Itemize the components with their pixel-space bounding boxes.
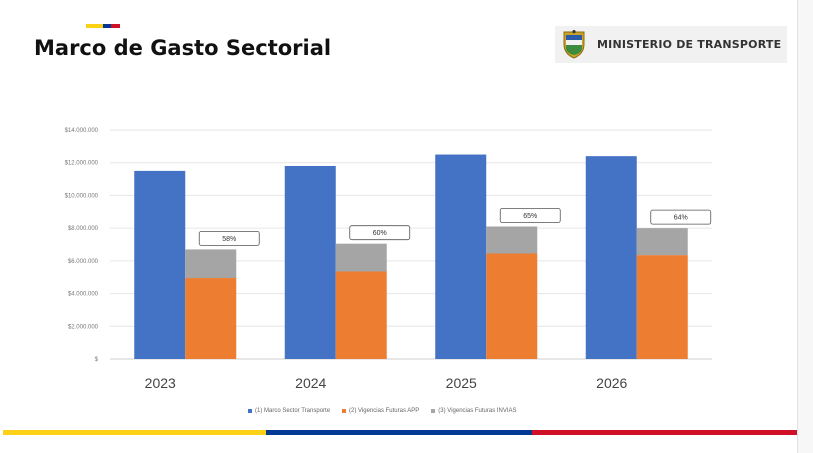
data-label-box — [198, 231, 260, 246]
bar-vigencias-app — [335, 271, 387, 359]
legend-swatch — [431, 409, 436, 413]
bar-marco-sector — [284, 165, 336, 359]
bar-vigencias-app — [185, 278, 237, 359]
bar-vigencias-app — [486, 253, 538, 359]
data-label: 64% — [674, 215, 688, 222]
coat-of-arms-icon — [563, 29, 585, 59]
bar-vigencias-invias — [335, 243, 387, 272]
page-title: Marco de Gasto Sectorial — [34, 36, 332, 60]
bar-vigencias-app — [636, 255, 688, 359]
data-label: 65% — [523, 213, 537, 220]
flag-stripe-blue — [266, 430, 532, 435]
flag-bottom-bar — [3, 430, 797, 435]
ministry-name: MINISTERIO DE TRANSPORTE — [597, 38, 782, 51]
window-edge — [797, 0, 813, 453]
flag-stripe-yellow — [86, 24, 103, 28]
y-tick-label: $14.000.000 — [65, 128, 99, 134]
chart-legend: (1) Marco Sector Transporte (2) Vigencia… — [248, 408, 517, 414]
legend-swatch — [248, 409, 252, 413]
bar-marco-sector — [435, 154, 487, 359]
legend-item: (2) Vigencias Futuras APP — [342, 408, 419, 414]
x-tick-label: 2023 — [145, 375, 176, 391]
x-tick-label: 2025 — [446, 375, 477, 391]
bar-chart: $ $2.000.000 $4.000.000 $6.000.000 $8.000.00… — [65, 128, 712, 391]
bar-marco-sector — [134, 170, 186, 359]
data-label: 60% — [373, 230, 387, 237]
y-tick-label: $10.000.000 — [65, 193, 99, 199]
legend-label: (3) Vigencias Futuras INVIAS — [438, 408, 517, 414]
y-axis: $ $2.000.000 $4.000.000 $6.000.000 $8.000.00… — [65, 128, 99, 363]
x-tick-label: 2026 — [596, 375, 627, 391]
bar-vigencias-invias — [486, 226, 538, 254]
data-label-box — [349, 225, 411, 241]
bar-vigencias-invias — [636, 228, 688, 256]
legend-swatch — [342, 409, 347, 413]
legend-item: (1) Marco Sector Transporte — [248, 408, 330, 414]
bar-marco-sector — [585, 156, 637, 359]
y-tick-label: $8.000.000 — [68, 226, 99, 232]
legend-item: (3) Vigencias Futuras INVIAS — [431, 408, 517, 414]
y-tick-label: $ — [95, 357, 99, 363]
data-label: 58% — [222, 236, 236, 243]
flag-stripe-red — [111, 24, 120, 28]
data-label-box — [650, 209, 712, 225]
y-tick-label: $2.000.000 — [68, 324, 99, 330]
data-labels: 58% 60% 65% 64% — [198, 208, 712, 246]
legend-label: (1) Marco Sector Transporte — [255, 408, 331, 414]
y-tick-label: $4.000.000 — [68, 292, 99, 298]
bars — [134, 154, 688, 359]
x-tick-label: 2024 — [295, 375, 326, 391]
flag-stripe-yellow — [3, 430, 266, 435]
flag-accent — [86, 24, 120, 28]
y-tick-label: $12.000.000 — [65, 161, 99, 167]
flag-stripe-red — [532, 430, 797, 435]
legend-label: (2) Vigencias Futuras APP — [349, 408, 420, 414]
x-axis: 2023 2024 2025 2026 — [145, 375, 628, 391]
flag-stripe-blue — [103, 24, 111, 28]
y-tick-label: $6.000.000 — [68, 259, 99, 265]
ministry-badge: MINISTERIO DE TRANSPORTE — [555, 26, 787, 63]
data-label-box — [499, 208, 561, 223]
bar-vigencias-invias — [185, 249, 237, 279]
